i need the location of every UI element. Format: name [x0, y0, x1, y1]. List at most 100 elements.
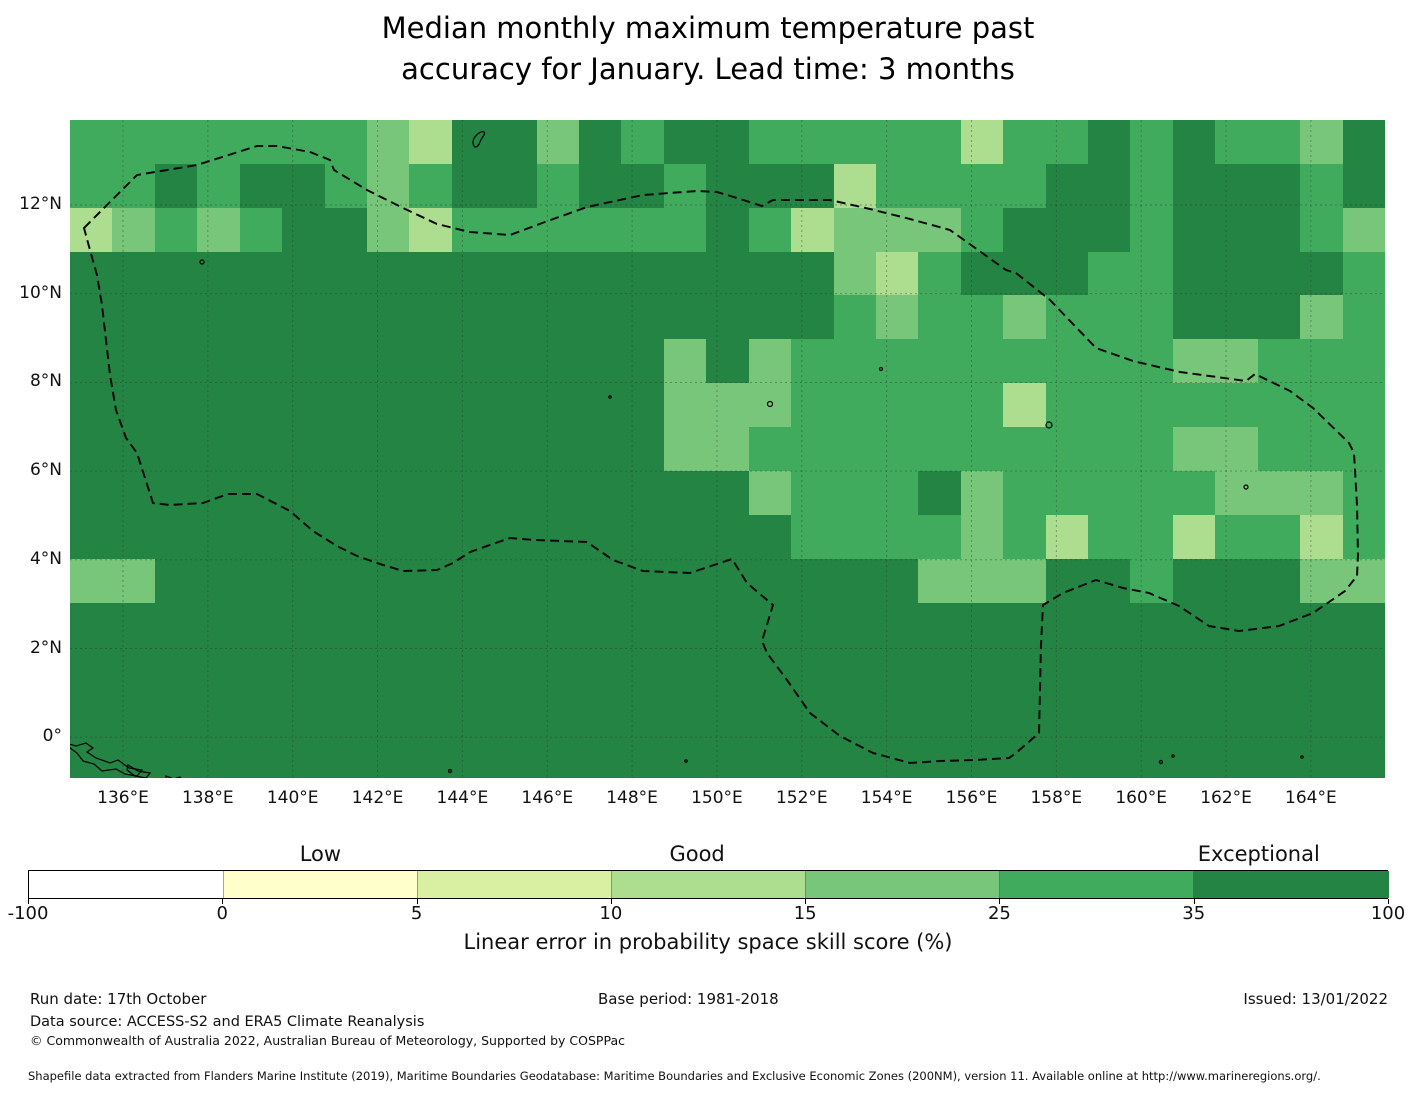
heatmap-cell — [1045, 646, 1089, 691]
heatmap-cell — [621, 120, 665, 165]
heatmap-cell — [409, 383, 453, 428]
x-tick-label: 138°E — [181, 788, 234, 808]
heatmap-cell — [70, 427, 114, 472]
heatmap-cell — [1088, 295, 1132, 340]
heatmap-cell — [875, 514, 919, 560]
heatmap-cell — [1215, 207, 1259, 253]
map-heatmap — [70, 120, 1385, 778]
heatmap-cell — [1342, 339, 1385, 384]
heatmap-cell — [621, 207, 665, 253]
heatmap-cell — [1045, 734, 1089, 778]
heatmap-cell — [154, 470, 198, 516]
heatmap-cell — [1300, 251, 1344, 297]
heatmap-cell — [748, 120, 792, 165]
base-period: Base period: 1981-2018 — [598, 990, 779, 1008]
heatmap-cell — [197, 295, 241, 340]
heatmap-cell — [579, 470, 623, 516]
heatmap-cell — [875, 339, 919, 384]
heatmap-cell — [833, 646, 877, 691]
heatmap-cell — [494, 646, 538, 691]
x-tick-label: 146°E — [521, 788, 574, 808]
heatmap-cell — [1215, 295, 1259, 340]
heatmap-cell — [1257, 120, 1301, 165]
heatmap-cell — [1215, 383, 1259, 428]
heatmap-cell — [1088, 514, 1132, 560]
map-overlay — [70, 120, 1385, 778]
heatmap-cell — [282, 251, 326, 297]
heatmap-cell — [748, 646, 792, 691]
x-tick-label: 154°E — [860, 788, 913, 808]
heatmap-cell — [1215, 734, 1259, 778]
heatmap-cell — [112, 558, 156, 604]
heatmap-cell — [579, 514, 623, 560]
x-tick-label: 164°E — [1285, 788, 1337, 808]
heatmap-cell — [1342, 558, 1385, 604]
heatmap-cell — [1130, 295, 1174, 340]
heatmap-cell — [1300, 690, 1344, 735]
colorbar-tick-mark — [805, 899, 807, 904]
colorbar-tick-label: 0 — [216, 903, 229, 924]
heatmap-cell — [154, 690, 198, 735]
heatmap-cell — [1300, 514, 1344, 560]
heatmap-cell — [1088, 163, 1132, 209]
run-date: Run date: 17th October — [30, 990, 207, 1008]
heatmap-cell — [663, 470, 707, 516]
heatmap-cell — [324, 602, 368, 647]
heatmap-cell — [112, 120, 156, 165]
heatmap-cell — [536, 120, 580, 165]
heatmap-cell — [197, 427, 241, 472]
heatmap-cell — [112, 163, 156, 209]
heatmap-cell — [833, 295, 877, 340]
heatmap-cell — [112, 251, 156, 297]
heatmap-cell — [1003, 207, 1047, 253]
heatmap-cell — [197, 120, 241, 165]
heatmap-cell — [282, 602, 326, 647]
heatmap-cell — [494, 295, 538, 340]
heatmap-cell — [239, 207, 283, 253]
heatmap-cell — [239, 251, 283, 297]
heatmap-cell — [1172, 207, 1216, 253]
heatmap-cell — [918, 690, 962, 735]
heatmap-cell — [1088, 470, 1132, 516]
heatmap-cell — [409, 690, 453, 735]
heatmap-cell — [748, 339, 792, 384]
x-tick-label: 144°E — [436, 788, 489, 808]
heatmap-cell — [282, 558, 326, 604]
heatmap-cell — [451, 470, 495, 516]
heatmap-cell — [451, 163, 495, 209]
heatmap-cell — [579, 383, 623, 428]
heatmap-cell — [324, 734, 368, 778]
heatmap-cell — [451, 427, 495, 472]
heatmap-cell — [409, 514, 453, 560]
heatmap-cell — [663, 339, 707, 384]
heatmap-cell — [791, 339, 835, 384]
heatmap-cell — [960, 558, 1004, 604]
heatmap-cell — [706, 646, 750, 691]
colorbar-segment — [29, 871, 224, 898]
heatmap-cell — [536, 690, 580, 735]
heatmap-cell — [1215, 514, 1259, 560]
heatmap-cell — [579, 339, 623, 384]
colorbar-tick-label: 10 — [599, 903, 623, 924]
heatmap-cell — [791, 602, 835, 647]
coastline-islands — [70, 131, 1304, 778]
heatmap-cell — [451, 295, 495, 340]
heatmap-cell — [918, 646, 962, 691]
heatmap-cell — [1088, 690, 1132, 735]
heatmap-cell — [197, 558, 241, 604]
heatmap-cell — [1257, 207, 1301, 253]
heatmap-cell — [1257, 734, 1301, 778]
issued-date: Issued: 13/01/2022 — [1243, 990, 1388, 1008]
heatmap-cell — [1215, 558, 1259, 604]
heatmap-cell — [1215, 602, 1259, 647]
eez-boundary — [82, 145, 1360, 765]
heatmap-cell — [833, 690, 877, 735]
heatmap-cell — [1045, 163, 1089, 209]
heatmap-cell — [1172, 427, 1216, 472]
heatmap-cell — [239, 558, 283, 604]
heatmap-cell — [1003, 251, 1047, 297]
heatmap-cell — [197, 251, 241, 297]
heatmap-cell — [1045, 558, 1089, 604]
heatmap-cell — [1172, 120, 1216, 165]
heatmap-cell — [112, 339, 156, 384]
